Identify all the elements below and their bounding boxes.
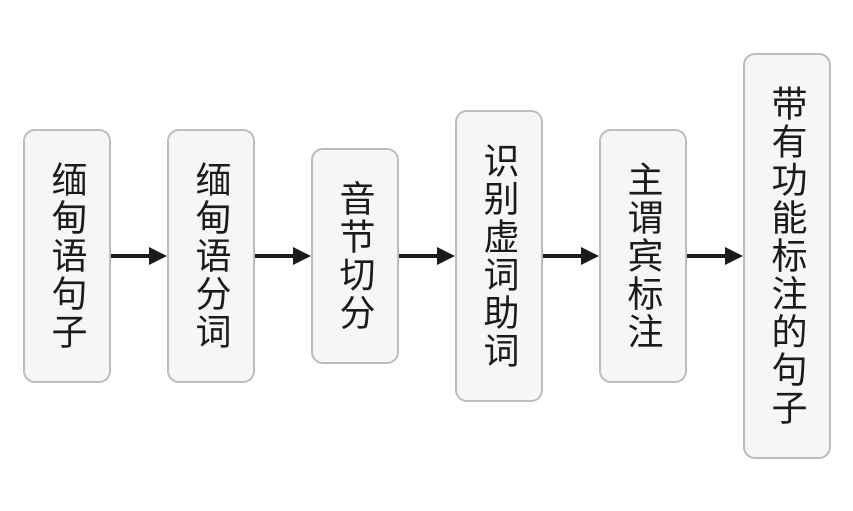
arrow-icon <box>111 243 167 269</box>
flow-node: 缅甸语分词 <box>167 129 255 383</box>
node-label: 识别虚词助词 <box>473 142 525 370</box>
flow-node: 识别虚词助词 <box>455 110 543 402</box>
arrow-icon <box>255 243 311 269</box>
flowchart-container: 缅甸语句子 缅甸语分词 音节切分 识别虚词助词 主谓宾标注 带有功能标注的句子 <box>23 53 831 459</box>
arrow-icon <box>399 243 455 269</box>
node-label: 主谓宾标注 <box>617 161 669 351</box>
flow-node: 音节切分 <box>311 148 399 364</box>
flow-node: 带有功能标注的句子 <box>743 53 831 459</box>
flow-node: 缅甸语句子 <box>23 129 111 383</box>
node-label: 带有功能标注的句子 <box>761 85 813 427</box>
node-label: 缅甸语句子 <box>41 161 93 351</box>
arrow-icon <box>687 243 743 269</box>
flow-node: 主谓宾标注 <box>599 129 687 383</box>
node-label: 音节切分 <box>329 180 381 332</box>
arrow-icon <box>543 243 599 269</box>
node-label: 缅甸语分词 <box>185 161 237 351</box>
